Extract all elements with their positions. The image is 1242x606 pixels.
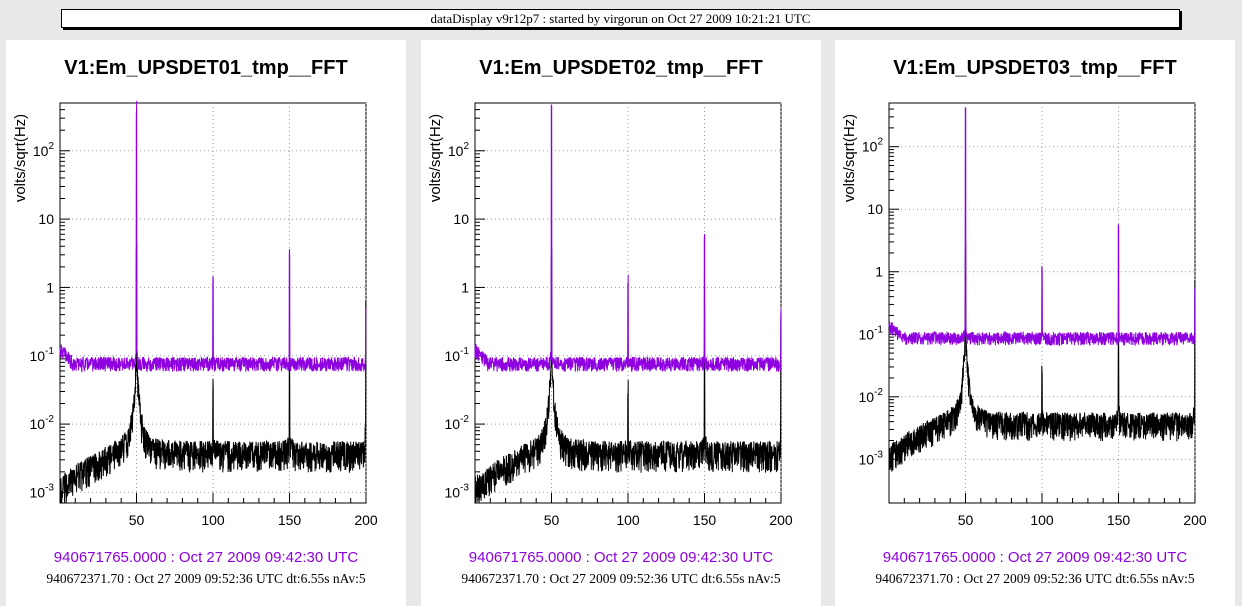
series-line-current <box>888 241 1196 472</box>
x-tick-label: 200 <box>769 512 793 528</box>
series-line-current <box>59 243 367 504</box>
y-tick-label: 10-2 <box>445 414 470 432</box>
y-tick-label: 10-2 <box>30 414 55 432</box>
x-tick-label: 150 <box>278 512 302 528</box>
x-tick-label: 50 <box>958 512 974 528</box>
y-axis-label: volts/sqrt(Hz) <box>841 114 858 202</box>
chart-title: V1:Em_UPSDET02_tmp__FFT <box>479 57 762 79</box>
x-tick-label: 200 <box>1183 512 1207 528</box>
chart-title: V1:Em_UPSDET03_tmp__FFT <box>893 57 1176 79</box>
y-tick-label: 102 <box>33 141 55 159</box>
series-line-reference <box>474 104 782 373</box>
x-tick-label: 200 <box>354 512 378 528</box>
y-tick-label: 10 <box>867 201 883 217</box>
chart-svg-3: V1:Em_UPSDET03_tmp__FFT 50 100 150 200 10-3 10… <box>841 57 1207 586</box>
legend-reference: 940671765.0000 : Oct 27 2009 09:42:30 UT… <box>469 549 774 566</box>
window-title-bar: dataDisplay v9r12p7 : started by virgoru… <box>61 9 1180 28</box>
x-tick-label: 150 <box>1107 512 1131 528</box>
y-tick-label: 10 <box>453 211 469 227</box>
chart-panel-2: V1:Em_UPSDET02_tmp__FFT 50 100 150 200 10-3 10… <box>421 40 821 606</box>
series-line-current <box>474 248 782 504</box>
y-tick-label: 1 <box>461 279 469 295</box>
x-tick-label: 100 <box>1030 512 1054 528</box>
y-tick-label: 1 <box>46 279 54 295</box>
y-tick-label: 102 <box>862 137 884 155</box>
chart-svg-2: V1:Em_UPSDET02_tmp__FFT 50 100 150 200 10-3 10… <box>427 57 793 586</box>
y-tick-label: 10-1 <box>445 346 470 364</box>
y-tick-label: 10-3 <box>859 449 884 467</box>
y-tick-label: 102 <box>448 141 470 159</box>
y-tick-label: 10-2 <box>859 387 884 405</box>
chart-panel-3: V1:Em_UPSDET03_tmp__FFT 50 100 150 200 10-3 10… <box>835 40 1235 606</box>
series-line-reference <box>888 107 1196 347</box>
y-axis-label: volts/sqrt(Hz) <box>427 114 444 202</box>
chart-title: V1:Em_UPSDET01_tmp__FFT <box>64 57 347 79</box>
y-tick-label: 10 <box>38 211 54 227</box>
x-tick-label: 50 <box>129 512 145 528</box>
chart-panel-1: V1:Em_UPSDET01_tmp__FFT 50 100 150 200 10-3 10… <box>6 40 406 606</box>
x-tick-label: 100 <box>201 512 225 528</box>
chart-svg-1: V1:Em_UPSDET01_tmp__FFT 50 100 150 200 10-3 10… <box>12 57 378 586</box>
y-tick-label: 10-1 <box>30 346 55 364</box>
y-tick-label: 10-3 <box>30 482 55 500</box>
y-tick-label: 10-1 <box>859 324 884 342</box>
y-tick-label: 1 <box>875 264 883 280</box>
legend-current: 940672371.70 : Oct 27 2009 09:52:36 UTC … <box>875 571 1194 586</box>
x-tick-label: 150 <box>693 512 717 528</box>
series-line-reference <box>59 100 367 373</box>
legend-reference: 940671765.0000 : Oct 27 2009 09:42:30 UT… <box>883 549 1188 566</box>
y-tick-label: 10-3 <box>445 482 470 500</box>
x-tick-label: 100 <box>616 512 640 528</box>
y-axis-label: volts/sqrt(Hz) <box>12 114 29 202</box>
legend-reference: 940671765.0000 : Oct 27 2009 09:42:30 UT… <box>54 549 359 566</box>
legend-current: 940672371.70 : Oct 27 2009 09:52:36 UTC … <box>46 571 365 586</box>
legend-current: 940672371.70 : Oct 27 2009 09:52:36 UTC … <box>461 571 780 586</box>
x-tick-label: 50 <box>544 512 560 528</box>
